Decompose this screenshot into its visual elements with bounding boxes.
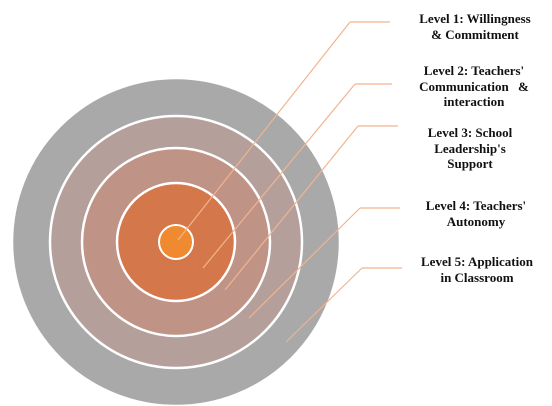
level-1-leader-line xyxy=(177,21,351,241)
level-4-leader-line xyxy=(248,207,361,319)
level-3-leader-line xyxy=(224,125,359,291)
level-2-label-line-1: Level 2: Teachers' xyxy=(423,63,525,78)
level-2-label: Level 2: Teachers' Communication & inter… xyxy=(398,63,550,110)
level-5-leader-line xyxy=(285,267,363,343)
level-5-label-line-2: in Classroom xyxy=(440,269,514,285)
level-4-label: Level 4: Teachers' Autonomy xyxy=(402,198,550,229)
level-3-label-line-3: Support xyxy=(447,156,493,171)
level-4-label-line-2: Autonomy xyxy=(446,213,506,229)
level-2-label-line-2: Communication & xyxy=(419,78,529,94)
level-4-label-line-1: Level 4: Teachers' xyxy=(425,198,527,213)
level-1-label-line-1: Level 1: Willingness xyxy=(419,11,531,26)
level-3-label-line-1: Level 3: School xyxy=(427,125,513,140)
level-1-core xyxy=(158,224,194,260)
level-1-label-line-2: & Commitment xyxy=(431,26,519,42)
level-2-leader-line xyxy=(202,83,356,269)
level-2-label-line-3: interaction xyxy=(443,94,505,109)
level-1-label: Level 1: Willingness & Commitment xyxy=(396,11,552,42)
level-3-label-line-2: Leadership's xyxy=(434,140,506,156)
level-5-label-line-1: Level 5: Application xyxy=(421,254,533,269)
level-3-label: Level 3: School Leadership's Support xyxy=(396,125,544,172)
level-5-label: Level 5: Application in Classroom xyxy=(402,254,552,285)
